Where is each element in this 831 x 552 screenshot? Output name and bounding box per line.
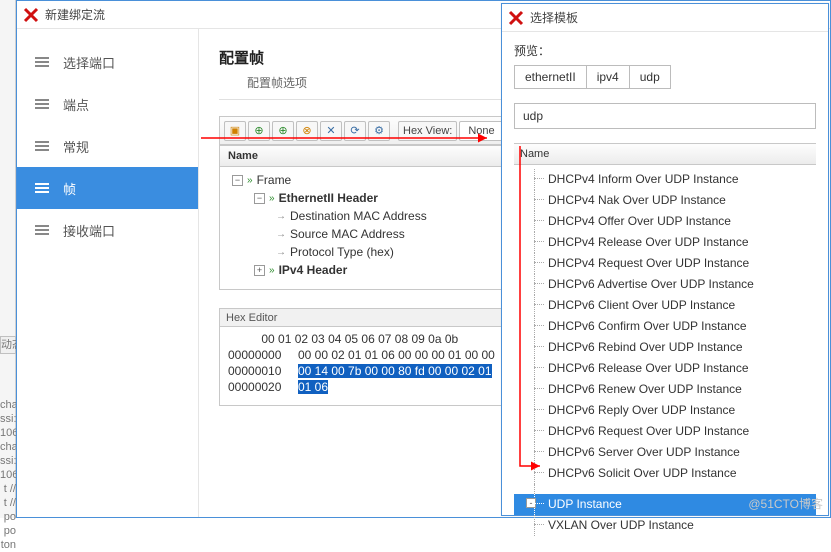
preview-chip[interactable]: ipv4: [586, 65, 630, 89]
arrow-icon: →: [276, 247, 286, 258]
template-list-item[interactable]: DHCPv6 Request Over UDP Instance: [514, 421, 816, 442]
toolbar-button[interactable]: ▣: [224, 121, 246, 141]
sidebar-item[interactable]: 常规: [17, 125, 198, 167]
template-list-item[interactable]: VXLAN Over UDP Instance: [514, 515, 816, 536]
hamburger-icon: [35, 57, 49, 67]
sidebar-item[interactable]: 端点: [17, 83, 198, 125]
list-column-header: Name: [514, 143, 816, 165]
sidebar-item-label: 常规: [63, 137, 89, 156]
template-list-item[interactable]: DHCPv6 Confirm Over UDP Instance: [514, 316, 816, 337]
collapse-icon[interactable]: −: [254, 193, 265, 204]
expand-icon[interactable]: +: [254, 265, 265, 276]
watermark: @51CTO博客: [748, 495, 823, 512]
template-list-item[interactable]: DHCPv6 Renew Over UDP Instance: [514, 379, 816, 400]
toolbar-button[interactable]: ⊕: [248, 121, 270, 141]
hamburger-icon: [35, 141, 49, 151]
template-search-input[interactable]: [514, 103, 816, 129]
template-list-item[interactable]: DHCPv6 Solicit Over UDP Instance: [514, 463, 816, 484]
hamburger-icon: [35, 183, 49, 193]
template-list-item[interactable]: DHCPv6 Rebind Over UDP Instance: [514, 337, 816, 358]
toolbar-button[interactable]: ⊗: [296, 121, 318, 141]
toolbar-button[interactable]: ⟳: [344, 121, 366, 141]
cropped-left-panel: 动态 cha ssi: 106 cha ssi: 106 t // t // p…: [0, 0, 16, 518]
template-list-item[interactable]: DHCPv4 Release Over UDP Instance: [514, 232, 816, 253]
template-list-item[interactable]: DHCPv4 Nak Over UDP Instance: [514, 190, 816, 211]
template-list-item[interactable]: DHCPv6 Advertise Over UDP Instance: [514, 274, 816, 295]
preview-chip[interactable]: udp: [629, 65, 671, 89]
sidebar-item-label: 接收端口: [63, 221, 115, 240]
app-logo-icon: [508, 10, 524, 26]
template-list-item[interactable]: DHCPv4 Offer Over UDP Instance: [514, 211, 816, 232]
sidebar-item[interactable]: 选择端口: [17, 41, 198, 83]
chevron-icon: »: [247, 175, 253, 186]
sidebar-item-label: 帧: [63, 179, 76, 198]
arrow-icon: →: [276, 211, 286, 222]
template-list-item[interactable]: DHCPv4 Request Over UDP Instance: [514, 253, 816, 274]
hexview-label: Hex View:: [398, 121, 457, 141]
template-dialog: 选择模板 预览： ethernetIIipv4udp Name DHCPv4 I…: [501, 3, 829, 516]
sidebar-item-label: 选择端口: [63, 53, 115, 72]
template-list-item[interactable]: DHCPv6 Reply Over UDP Instance: [514, 400, 816, 421]
chevron-icon: »: [269, 265, 275, 276]
dialog-title: 选择模板: [530, 9, 578, 26]
left-crop-text: 动态 cha ssi: 106 cha ssi: 106 t // t // p…: [0, 308, 16, 552]
toolbar-button[interactable]: ⚙: [368, 121, 390, 141]
template-list: DHCPv4 Inform Over UDP InstanceDHCPv4 Na…: [514, 165, 816, 544]
preview-label: 预览：: [514, 42, 816, 59]
toolbar-button[interactable]: ⊕: [272, 121, 294, 141]
expand-icon[interactable]: -: [526, 498, 536, 508]
collapse-icon[interactable]: −: [232, 175, 243, 186]
hamburger-icon: [35, 225, 49, 235]
template-list-item[interactable]: DHCPv6 Release Over UDP Instance: [514, 358, 816, 379]
sidebar-item[interactable]: 接收端口: [17, 209, 198, 251]
chevron-icon: »: [269, 193, 275, 204]
sidebar-item[interactable]: 帧: [17, 167, 198, 209]
toolbar-button[interactable]: ✕: [320, 121, 342, 141]
preview-chips: ethernetIIipv4udp: [514, 65, 816, 89]
main-window-title: 新建绑定流: [45, 6, 105, 23]
app-logo-icon: [23, 7, 39, 23]
preview-chip[interactable]: ethernetII: [514, 65, 587, 89]
hamburger-icon: [35, 99, 49, 109]
sidebar: 选择端口端点常规帧接收端口: [17, 29, 199, 517]
template-list-item[interactable]: DHCPv6 Server Over UDP Instance: [514, 442, 816, 463]
arrow-icon: →: [276, 229, 286, 240]
template-list-item[interactable]: DHCPv6 Client Over UDP Instance: [514, 295, 816, 316]
template-list-item[interactable]: DHCPv4 Inform Over UDP Instance: [514, 169, 816, 190]
dialog-titlebar: 选择模板: [502, 4, 828, 32]
sidebar-item-label: 端点: [63, 95, 89, 114]
